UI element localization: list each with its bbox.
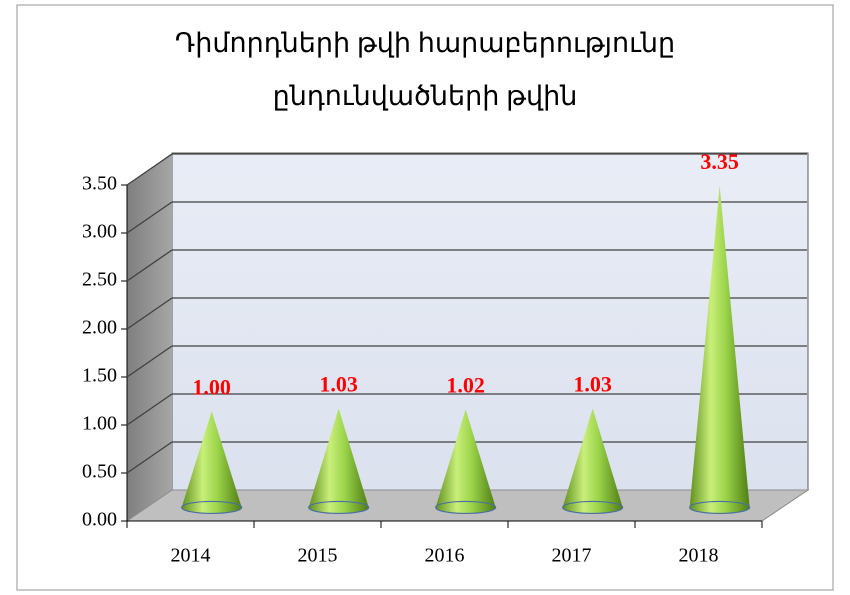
cone [689, 185, 750, 514]
data-label: 1.03 [319, 372, 358, 397]
grid-line [126, 345, 173, 378]
y-tick-label: 0.00 [82, 509, 117, 531]
grid-line [126, 393, 173, 426]
grid-line [126, 441, 173, 474]
cone [562, 408, 623, 514]
data-label: 3.35 [700, 149, 739, 174]
x-tick-label: 2018 [679, 545, 719, 567]
data-label: 1.00 [192, 374, 231, 399]
cone-base [181, 500, 243, 515]
y-tick-label: 1.50 [82, 365, 117, 387]
cone-base [308, 500, 370, 515]
y-tick-label: 1.00 [82, 413, 117, 435]
grid-line [126, 249, 173, 282]
x-tick-label: 2017 [552, 545, 592, 567]
y-tick-label: 2.00 [82, 317, 117, 339]
chart-title: Դիմորդների թվի հարաբերությունը [175, 28, 675, 58]
x-tick-label: 2014 [171, 545, 211, 567]
y-tick-label: 2.50 [82, 269, 117, 291]
y-tick-label: 0.50 [82, 461, 117, 483]
cone-base [435, 500, 497, 515]
cone [435, 409, 496, 514]
grid-line [126, 297, 173, 330]
cone-base [689, 500, 751, 515]
cone-base [562, 500, 624, 515]
grid-line [126, 201, 173, 234]
y-tick-label: 3.50 [82, 173, 117, 195]
x-tick-label: 2015 [298, 545, 338, 567]
y-tick-label: 3.00 [82, 221, 117, 243]
cone [308, 408, 369, 514]
side-wall [127, 153, 172, 521]
x-tick-label: 2016 [425, 545, 465, 567]
chart-title: ընդունվածների թվին [273, 81, 578, 111]
data-label: 1.02 [446, 373, 485, 398]
data-label: 1.03 [573, 372, 612, 397]
grid-line [126, 153, 173, 186]
cone [181, 411, 242, 514]
